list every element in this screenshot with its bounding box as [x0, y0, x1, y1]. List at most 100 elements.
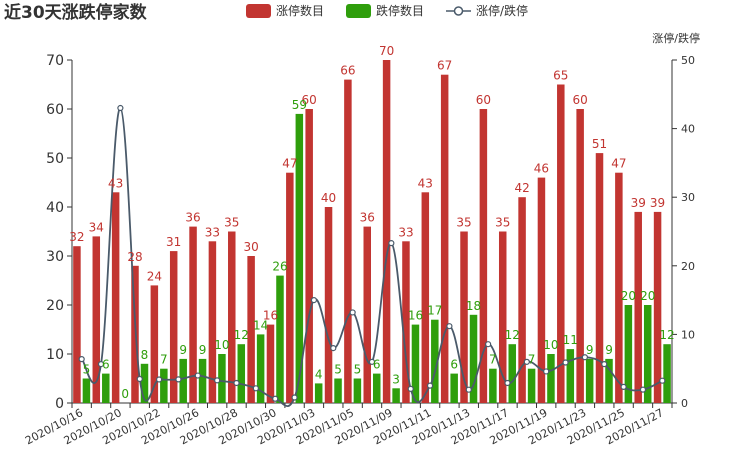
limit-up-bar: [537, 177, 546, 403]
limit-down-bar: [237, 344, 246, 403]
ratio-point: [155, 376, 163, 383]
limit-up-bar: [150, 285, 159, 403]
limit-down-bar: [431, 319, 439, 403]
limit-down-label: 9: [179, 343, 187, 357]
limit-down-bar: [527, 368, 536, 403]
ratio-point: [504, 379, 511, 387]
legend-label: 跌停数目: [376, 3, 424, 18]
left-tick-label: 10: [46, 347, 64, 363]
limit-up-label: 16: [263, 309, 278, 323]
right-tick-label: 10: [681, 328, 695, 341]
limit-down-bar: [256, 334, 265, 403]
ratio-point: [291, 394, 298, 401]
ratio-point: [194, 372, 201, 379]
limit-down-bar: [334, 378, 342, 403]
right-tick-label: 30: [681, 191, 695, 204]
ratio-point: [659, 377, 666, 384]
limit-down-label: 12: [505, 328, 520, 342]
limit-up-bar: [615, 172, 623, 403]
limit-up-bar: [634, 211, 642, 403]
limit-down-label: 59: [292, 98, 307, 112]
limit-down-bar: [140, 363, 149, 403]
ratio-point: [465, 386, 472, 393]
limit-down-bar: [392, 388, 400, 403]
limit-up-bar: [402, 241, 410, 403]
limit-down-bar: [314, 383, 323, 403]
limit-up-label: 31: [166, 235, 181, 249]
ratio-line-series: [78, 104, 666, 408]
ratio-point: [543, 368, 550, 375]
limit-down-label: 11: [563, 333, 578, 347]
ratio-point: [523, 358, 530, 365]
limit-down-bar: [160, 368, 168, 403]
limit-up-label: 65: [553, 69, 568, 83]
limit-up-bar: [247, 256, 255, 403]
limit-down-label: 12: [659, 328, 674, 342]
bar-series: [73, 60, 671, 404]
limit-down-bar: [373, 373, 381, 403]
ratio-point: [446, 323, 453, 330]
limit-up-bar: [557, 84, 565, 403]
ratio-point: [388, 240, 395, 247]
ratio-point: [117, 104, 124, 112]
legend-ratio-marker: [453, 6, 464, 16]
limit-down-label: 4: [315, 367, 323, 381]
limit-down-label: 12: [234, 328, 249, 342]
limit-up-bar: [189, 226, 197, 403]
limit-up-bar: [382, 60, 391, 403]
limit-up-label: 32: [69, 230, 84, 244]
limit-down-bar: [198, 358, 207, 403]
limit-down-label: 18: [466, 299, 481, 313]
limit-down-label: 6: [450, 358, 458, 372]
limit-up-label: 43: [108, 176, 123, 190]
limit-down-label: 7: [160, 353, 168, 367]
ratio-point: [426, 382, 434, 389]
limit-down-label: 26: [272, 260, 287, 274]
limit-down-label: 5: [334, 363, 342, 377]
limit-up-bar: [421, 192, 430, 403]
ratio-point: [136, 375, 143, 383]
limit-down-label: 5: [354, 363, 362, 377]
ratio-point: [349, 309, 356, 316]
limit-up-label: 47: [611, 157, 626, 171]
limit-up-label: 35: [224, 216, 239, 230]
ratio-point: [601, 361, 608, 368]
limit-up-label: 67: [437, 59, 452, 73]
ratio-point: [214, 377, 221, 384]
limit-down-label: 10: [214, 338, 229, 352]
limit-up-bar: [131, 265, 139, 403]
limit-down-bar: [489, 368, 497, 403]
limit-down-bar: [218, 354, 226, 403]
ratio-point: [368, 358, 376, 365]
limit-up-label: 47: [282, 157, 297, 171]
legend-label: 涨停数目: [276, 3, 324, 18]
legend[interactable]: 涨停数目 跌停数目 涨停/跌停: [246, 3, 528, 18]
ratio-point: [330, 345, 337, 352]
limit-down-bar: [585, 358, 594, 403]
ratio-point: [639, 386, 647, 393]
ratio-point: [485, 341, 492, 348]
limit-up-bar: [286, 172, 294, 403]
limit-up-bar: [595, 153, 604, 403]
limit-down-bar: [566, 349, 575, 403]
left-tick-label: 60: [46, 102, 64, 118]
chart-title: 近30天涨跌停家数: [4, 2, 148, 23]
left-tick-label: 40: [46, 200, 64, 216]
left-tick-label: 70: [46, 53, 64, 69]
limit-down-bar: [508, 344, 516, 403]
limit-down-label: 3: [392, 372, 400, 386]
legend-limit-up-swatch: [246, 4, 271, 18]
limit-up-bar: [576, 109, 584, 403]
limit-up-bar: [460, 231, 468, 403]
limit-down-label: 7: [528, 353, 536, 367]
limit-up-bar: [440, 74, 449, 403]
limit-up-bar: [363, 226, 371, 403]
ratio-point: [562, 359, 569, 366]
ratio-point: [272, 395, 279, 402]
left-tick-label: 20: [46, 298, 64, 314]
limit-up-bar: [92, 236, 101, 403]
ratio-point: [175, 376, 182, 383]
ratio-point: [233, 379, 240, 387]
limit-up-bar: [305, 109, 313, 403]
